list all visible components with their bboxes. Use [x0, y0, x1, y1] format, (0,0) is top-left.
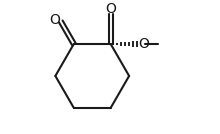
Text: O: O: [138, 37, 149, 51]
Text: O: O: [50, 13, 60, 27]
Text: O: O: [105, 2, 116, 16]
